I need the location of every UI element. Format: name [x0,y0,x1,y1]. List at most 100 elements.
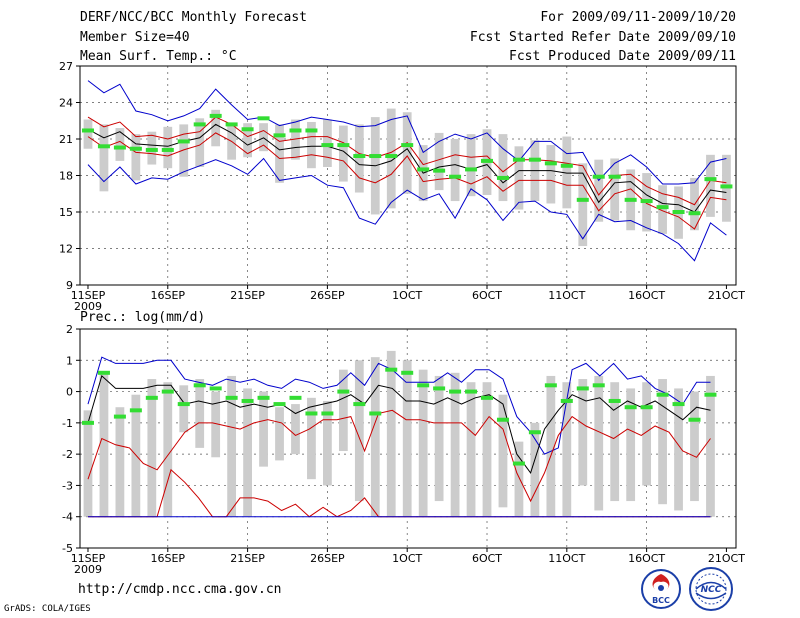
spread-box [307,121,316,169]
observed-marker [672,402,685,407]
x-tick-label: 21OCT [708,289,745,302]
spread-box [482,382,492,517]
ncc-logo-text: NCC [701,585,722,595]
y-tick-label: 12 [59,243,73,256]
spread-box [195,379,205,448]
series-line-ensemble-max [87,356,711,455]
spread-box [115,128,125,161]
spread-box [179,385,189,433]
observed-marker [481,395,494,400]
spread-box [674,388,683,511]
observed-marker [193,383,206,388]
x-tick-label: 16SEP [150,289,185,302]
spread-box [115,407,125,517]
y-tick-label: -1 [62,417,73,430]
spread-box [163,126,173,169]
observed-marker [369,154,382,159]
spread-box [418,369,428,517]
spread-box [466,134,476,197]
observed-marker [672,210,685,214]
member-size-label: Member Size=40 [80,30,190,45]
spread-box [610,382,620,502]
observed-marker [608,398,621,403]
spread-box [706,375,715,517]
series-line-ensemble-max [87,80,727,185]
observed-marker [177,139,190,144]
spread-box [514,441,524,517]
variable-label: Mean Surf. Temp.: °C [80,49,237,64]
y-tick-label: -2 [62,448,73,461]
spread-box [498,394,508,508]
spread-box [323,400,332,486]
y-tick-label: 18 [59,170,73,183]
spread-box [610,158,620,221]
observed-marker [225,395,238,400]
observed-marker [560,398,573,403]
spread-box [386,108,396,209]
observed-marker [417,383,430,388]
y-tick-label: 24 [59,97,73,110]
observed-marker [433,386,446,391]
x-tick-label: 11OCT [548,289,585,302]
observed-marker [481,158,494,163]
spread-box [370,357,380,517]
y-tick-label: 15 [59,206,73,219]
observed-marker [209,113,222,118]
y-tick-label: 1 [66,354,73,367]
spread-box [578,163,588,247]
x-tick-label: 1OCT [392,289,422,302]
series-line-ensemble-upper [87,409,711,503]
spread-box [546,145,556,204]
observed-marker [161,389,174,394]
y-tick-label: -5 [62,542,73,555]
y-tick-label: -4 [62,511,73,524]
observed-marker [576,386,589,391]
observed-marker [512,461,525,466]
spread-box [195,118,205,167]
observed-marker [353,402,366,407]
observed-marker [305,411,318,416]
spread-box [83,119,93,149]
observed-marker [401,143,414,148]
spread-box [626,388,636,502]
website-url[interactable]: http://cmdp.ncc.cma.gov.cn [78,582,282,597]
spread-box [338,125,348,182]
spread-box [706,154,715,217]
spread-box [307,397,316,480]
x-tick-label: 26SEP [310,289,345,302]
x-tick-year: 2009 [74,300,102,313]
x-tick-year: 2009 [74,563,102,576]
observed-marker [81,128,94,133]
spread-box [291,119,300,160]
spread-box [227,125,237,160]
observed-marker [129,408,142,413]
observed-marker [528,157,541,162]
observed-marker [449,389,462,394]
observed-marker [177,402,190,407]
observed-marker [496,417,509,422]
forecast-period: For 2009/09/11-2009/10/20 [540,10,736,25]
observed-marker [225,122,238,127]
x-tick-label: 11OCT [548,552,585,565]
observed-marker [640,199,653,204]
x-tick-label: 16SEP [150,552,185,565]
spread-box [466,382,476,517]
observed-marker [257,116,270,121]
x-tick-label: 11SEP [71,552,106,565]
y-tick-label: 9 [66,279,73,292]
spread-box [402,112,412,194]
chart-title: DERF/NCC/BCC Monthly Forecast [80,10,307,25]
observed-marker [273,133,286,138]
forecast-started-date: Fcst Started Refer Date 2009/09/10 [469,30,736,45]
spread-box [562,382,572,517]
observed-marker [289,395,302,400]
spread-box [562,136,572,209]
ncc-logo: NCC [689,567,733,611]
series-line-ensemble-lower [87,132,727,230]
x-tick-label: 21OCT [708,552,745,565]
spread-box [434,375,444,502]
observed-marker [401,370,414,375]
